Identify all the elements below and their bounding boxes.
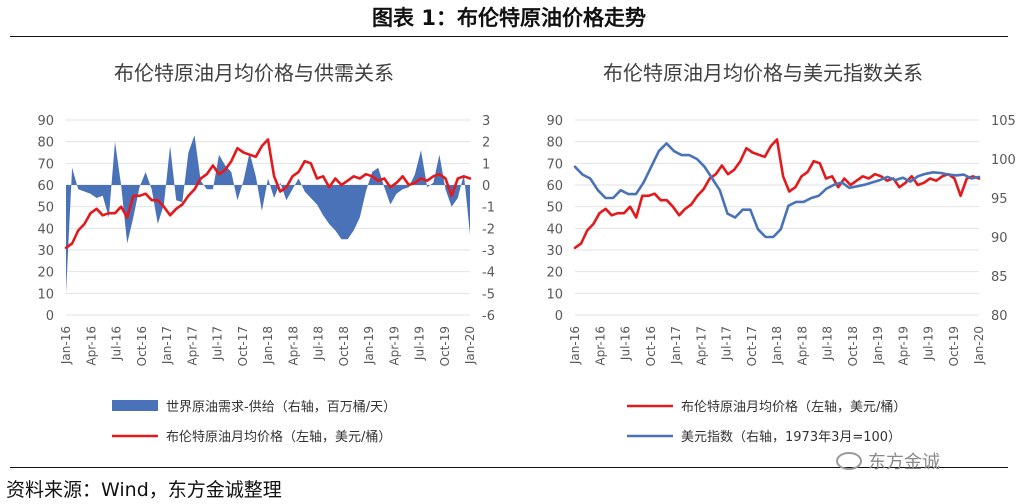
x-tick: Apr-17	[185, 326, 199, 366]
y-right-tick: 100	[991, 153, 1016, 168]
y-right-tick: 0	[482, 179, 490, 194]
x-tick: Oct-18	[846, 326, 860, 366]
dollar-index-chart: 布伦特原油月均价格与美元指数关系 0 10 20 30 40 50 60 70 80 90 80 85 9…	[546, 61, 1016, 445]
x-tick: Jul-18	[312, 326, 326, 361]
x-tick: Apr-19	[387, 326, 401, 366]
y-left-tick: 90	[546, 114, 563, 129]
y-right-tick: -5	[482, 287, 495, 302]
top-rule	[10, 36, 1008, 37]
y-right-tick: -2	[482, 222, 495, 237]
legend-label: 布伦特原油月均价格（左轴，美元/桶）	[681, 399, 906, 415]
y-left-tick: 0	[46, 309, 54, 324]
legend-label: 世界原油需求-供给（右轴，百万桶/天）	[166, 400, 396, 415]
x-tick: Jul-16	[110, 326, 124, 361]
y-left-tick: 60	[546, 179, 563, 194]
x-tick: Jul-17	[720, 326, 734, 361]
x-tick: Jan-17	[160, 326, 174, 365]
y-left-tick: 80	[37, 136, 54, 151]
supply-demand-chart: 布伦特原油月均价格与供需关系0102030405060708090-6-5-4-…	[37, 61, 495, 445]
y-left-tick: 30	[37, 244, 54, 259]
legend-label: 美元指数（右轴，1973年3月=100）	[681, 430, 901, 445]
chart-title: 布伦特原油月均价格与美元指数关系	[603, 61, 923, 85]
watermark: 东方金诚	[836, 448, 940, 474]
x-tick: Jan-19	[362, 326, 376, 365]
dollar-index-line	[573, 142, 981, 239]
y-left-tick: 40	[37, 222, 54, 237]
source-note: 资料来源：Wind，东方金诚整理	[6, 479, 282, 501]
x-tick: Jan-16	[568, 326, 582, 365]
y-right-tick: -4	[482, 266, 495, 281]
x-tick: Jan-17	[669, 326, 683, 365]
y-left-tick: 80	[546, 136, 563, 151]
x-tick: Jan-19	[871, 326, 885, 365]
y-right-tick: 90	[991, 231, 1008, 246]
x-tick: Oct-19	[947, 326, 961, 366]
y-right-tick: 95	[991, 192, 1008, 207]
y-left-tick: 30	[546, 244, 563, 259]
y-left-tick: 90	[37, 114, 54, 129]
y-left-tick: 70	[546, 157, 563, 172]
x-tick: Jan-16	[59, 326, 73, 365]
y-left-tick: 60	[37, 179, 54, 194]
y-left-tick: 50	[37, 201, 54, 216]
y-left-tick: 10	[546, 287, 563, 302]
y-right-tick: 85	[991, 270, 1008, 285]
x-tick: Jul-19	[413, 326, 427, 361]
y-right-tick: 3	[482, 114, 490, 129]
x-tick: Oct-16	[644, 326, 658, 366]
y-right-tick: -1	[482, 201, 495, 216]
brent-price-line	[64, 138, 472, 250]
x-tick: Jul-16	[619, 326, 633, 361]
x-tick: Apr-18	[286, 326, 300, 366]
x-tick: Jan-20	[972, 326, 986, 365]
y-right-tick: -6	[482, 309, 495, 324]
y-left-tick: 20	[37, 266, 54, 281]
x-tick: Apr-16	[84, 326, 98, 366]
x-tick: Jan-20	[463, 326, 477, 365]
y-left-tick: 0	[555, 309, 563, 324]
y-left-tick: 70	[37, 157, 54, 172]
y-left-tick: 40	[546, 222, 563, 237]
figure-title: 图表 1：布伦特原油价格走势	[372, 6, 646, 30]
x-tick: Jul-17	[211, 326, 225, 361]
wechat-icon	[836, 452, 862, 470]
y-right-tick: -3	[482, 244, 495, 259]
y-right-tick: 105	[991, 114, 1016, 129]
x-tick: Jul-19	[922, 326, 936, 361]
legend-label: 布伦特原油月均价格（左轴，美元/桶）	[166, 429, 391, 445]
x-tick: Jan-18	[261, 326, 275, 365]
legend-swatch-area	[112, 400, 158, 411]
y-left-tick: 20	[546, 266, 563, 281]
x-tick: Oct-18	[337, 326, 351, 366]
x-tick: Oct-17	[745, 326, 759, 366]
x-tick: Apr-18	[795, 326, 809, 366]
bottom-rule	[10, 467, 1008, 468]
watermark-text: 东方金诚	[868, 452, 940, 473]
x-tick: Apr-17	[694, 326, 708, 366]
y-left-tick: 10	[37, 287, 54, 302]
y-right-tick: 1	[482, 157, 490, 172]
x-tick: Jul-18	[821, 326, 835, 361]
x-tick: Jan-18	[770, 326, 784, 365]
y-right-tick: 80	[991, 309, 1008, 324]
x-tick: Oct-17	[236, 326, 250, 366]
x-tick: Oct-19	[438, 326, 452, 366]
brent-price-line	[573, 138, 981, 250]
x-tick: Apr-16	[593, 326, 607, 366]
x-tick: Oct-16	[135, 326, 149, 366]
x-tick: Apr-19	[896, 326, 910, 366]
chart-title: 布伦特原油月均价格与供需关系	[114, 61, 394, 85]
y-right-tick: 2	[482, 136, 490, 151]
y-left-tick: 50	[546, 201, 563, 216]
